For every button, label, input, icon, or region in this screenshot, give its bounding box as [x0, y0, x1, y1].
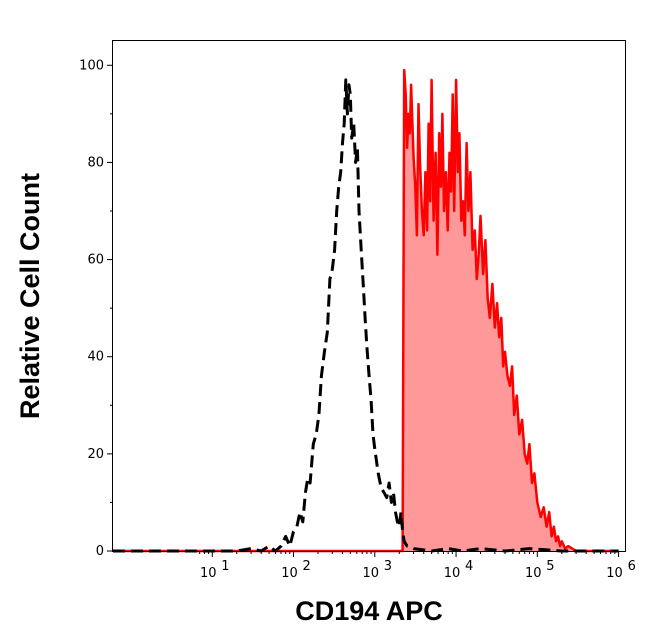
- y-axis-title: Relative Cell Count: [15, 173, 45, 419]
- y-tick-label: 0: [96, 544, 104, 559]
- x-tick-label: 10: [363, 566, 380, 581]
- series-1-line: [113, 68, 619, 553]
- x-tick-exponent: 2: [303, 559, 311, 574]
- x-tick-exponent: 5: [546, 559, 554, 574]
- x-tick-exponent: 6: [628, 559, 636, 574]
- x-axis-title: CD194 APC: [295, 596, 443, 626]
- y-tick-label: 60: [87, 253, 104, 268]
- x-tick-exponent: 4: [465, 559, 473, 574]
- y-tick-label: 100: [79, 58, 104, 73]
- x-tick-label: 10: [281, 566, 298, 581]
- y-axis: 0 20 40 60 80 100: [79, 58, 113, 559]
- x-tick-label: 10: [200, 566, 217, 581]
- x-tick-exponent: 3: [384, 559, 392, 574]
- series-layer: [113, 68, 619, 553]
- plot-frame: [112, 40, 626, 552]
- y-tick-label: 40: [87, 350, 104, 365]
- x-tick-exponent: 1: [221, 559, 229, 574]
- y-tick-label: 20: [87, 447, 104, 462]
- series-0-line: [113, 78, 619, 553]
- x-tick-label: 10: [606, 566, 623, 581]
- y-tick-label: 80: [87, 155, 104, 170]
- series-1-area: [113, 70, 619, 551]
- x-tick-label: 10: [444, 566, 461, 581]
- x-axis: 10 1 10 2 10 3 10 4 10 5 10 6: [199, 551, 636, 581]
- x-tick-label: 10: [525, 566, 542, 581]
